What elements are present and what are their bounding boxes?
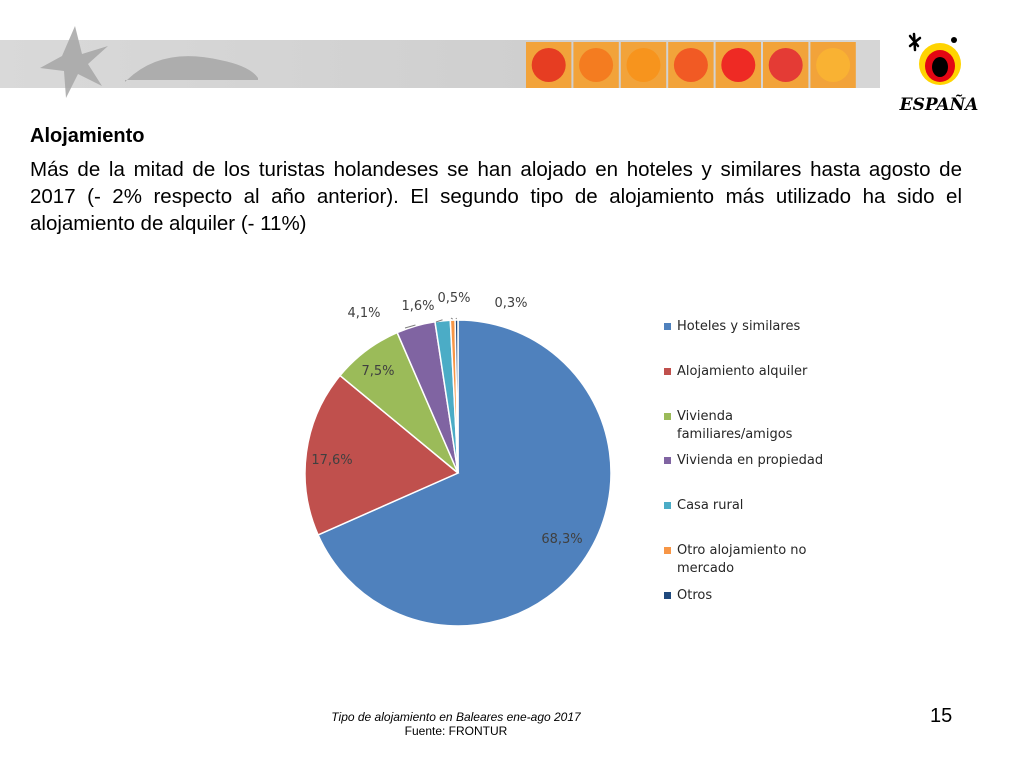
pie-data-label: 7,5% <box>361 364 394 379</box>
legend-item: Hoteles y similares <box>664 318 847 336</box>
caption-title: Tipo de alojamiento en Baleares ene-ago … <box>331 710 581 724</box>
legend-swatch <box>664 413 671 420</box>
espana-sun-logo-icon: ESPAÑA <box>899 32 979 115</box>
pie-data-label: 1,6% <box>401 299 434 314</box>
pie-data-label: 17,6% <box>311 453 352 468</box>
legend-swatch <box>664 457 671 464</box>
banner-tile-sun <box>626 48 661 82</box>
banner-tile-sun <box>579 48 614 82</box>
accommodation-pie-chart: 68,3% 17,6% 7,5% 4,1% 1,6%0,5% 0,3% <box>304 291 612 627</box>
legend-label: Otro alojamiento no mercado <box>677 543 807 576</box>
pie-leader-line <box>404 324 416 329</box>
legend-label: Vivienda familiares/amigos <box>677 409 793 442</box>
legend-item: Vivienda familiares/amigos <box>664 408 847 444</box>
legend-swatch <box>664 323 671 330</box>
legend-swatch <box>664 502 671 509</box>
legend-item: Casa rural <box>664 497 847 515</box>
sun-star-decoration-icon <box>40 26 258 98</box>
page-number: 15 <box>930 705 953 727</box>
banner-tile-sun <box>673 48 708 82</box>
pie-data-label: 0,5% <box>437 291 470 306</box>
espana-logo: ESPAÑA <box>896 30 982 120</box>
caption-source: Fuente: FRONTUR <box>404 724 508 738</box>
figure-caption: Tipo de alojamiento en Baleares ene-ago … <box>256 710 656 738</box>
legend-label: Otros <box>677 588 713 603</box>
legend-label: Vivienda en propiedad <box>677 453 824 468</box>
banner-tile-sun <box>531 48 566 82</box>
legend-swatch <box>664 368 671 375</box>
pie-leader-line <box>455 317 457 320</box>
legend-item: Alojamiento alquiler <box>664 363 847 381</box>
body-paragraph: Más de la mitad de los turistas holandes… <box>30 158 962 235</box>
banner-tile-sun <box>816 48 851 82</box>
legend-item: Otro alojamiento no mercado <box>664 542 847 578</box>
header-banner <box>0 26 1024 98</box>
legend-label: Hoteles y similares <box>677 319 801 334</box>
pie-leader-line <box>450 317 453 320</box>
legend-swatch <box>664 592 671 599</box>
legend-swatch <box>664 547 671 554</box>
banner-tile-sun <box>721 48 756 82</box>
logo-wordmark: ESPAÑA <box>899 93 979 115</box>
miro-tiles-strip <box>526 42 856 88</box>
pie-data-label: 0,3% <box>494 296 527 311</box>
legend-label: Casa rural <box>677 498 744 513</box>
legend-label: Alojamiento alquiler <box>677 364 808 379</box>
legend-item: Vivienda en propiedad <box>664 452 847 470</box>
section-heading: Alojamiento <box>30 125 145 147</box>
pie-slice <box>317 319 612 627</box>
pie-slice <box>304 374 460 536</box>
pie-leader-line <box>435 319 443 323</box>
pie-slice <box>454 319 459 474</box>
pie-data-label: 4,1% <box>347 306 380 321</box>
banner-tile-sun <box>768 48 803 82</box>
pie-data-label: 68,3% <box>541 532 582 547</box>
legend-item: Otros <box>664 587 847 605</box>
